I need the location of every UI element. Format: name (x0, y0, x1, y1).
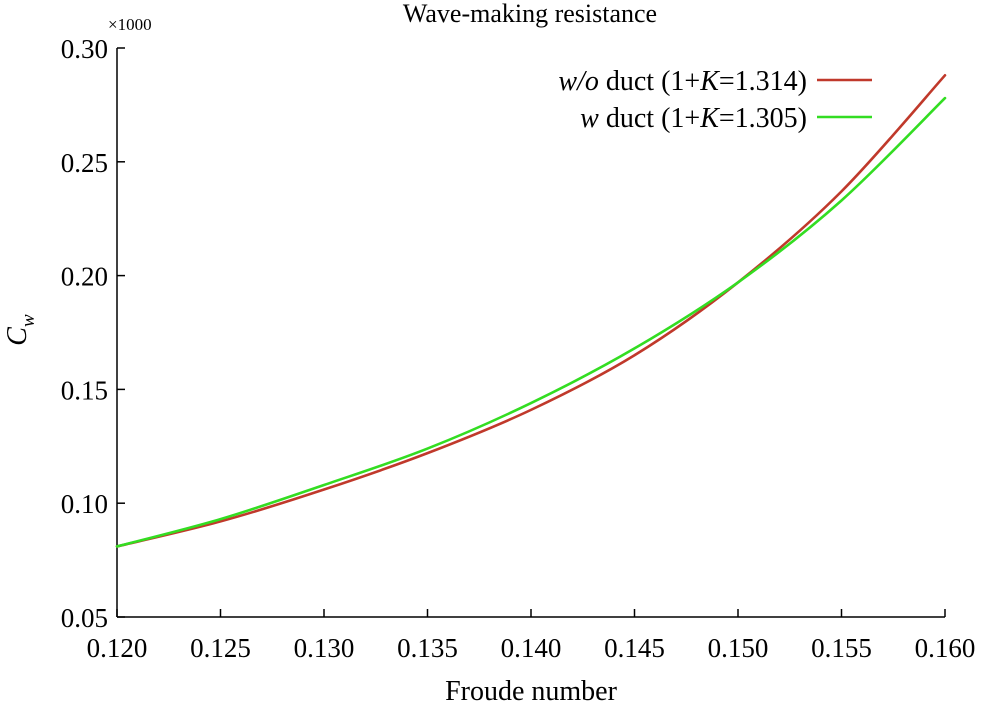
y-ticks: 0.05 0.10 0.15 0.20 0.25 0.30 (61, 34, 125, 633)
x-tick-label: 0.150 (708, 633, 769, 663)
x-tick-label: 0.125 (190, 633, 251, 663)
x-tick-label: 0.130 (294, 633, 355, 663)
legend-label-series-1: w/o duct (1+K=1.314) (558, 66, 807, 97)
y-tick-label: 0.25 (61, 148, 108, 178)
y-tick-label: 0.30 (61, 34, 108, 64)
series-line-1 (115, 74, 947, 548)
x-tick-label: 0.145 (604, 633, 665, 663)
x-tick-label: 0.140 (501, 633, 562, 663)
series-line-2 (115, 96, 947, 548)
legend-label-series-2: w duct (1+K=1.305) (580, 103, 807, 134)
legend: w/o duct (1+K=1.314) w duct (1+K=1.305) (558, 66, 872, 134)
x-tick-label: 0.135 (397, 633, 458, 663)
legend-item: w/o duct (1+K=1.314) (558, 66, 872, 97)
y-axis-title: Cw (2, 314, 39, 346)
x-ticks: 0.120 0.125 0.130 0.135 0.140 0.145 0.150 0.155… (87, 609, 976, 663)
y-axis-title-subscript: w (18, 314, 39, 327)
y-axis-title-main: C (2, 327, 33, 346)
y-tick-label: 0.20 (61, 262, 108, 292)
axes (116, 48, 945, 618)
y-tick-label: 0.05 (61, 603, 108, 633)
y-multiplier-label: ×1000 (108, 15, 152, 34)
x-axis-title: Froude number (445, 676, 618, 704)
y-tick-label: 0.15 (61, 375, 108, 405)
legend-item: w duct (1+K=1.305) (580, 103, 872, 134)
y-tick-label: 0.10 (61, 489, 108, 519)
x-tick-label: 0.120 (87, 633, 148, 663)
chart-title: Wave-making resistance (403, 0, 657, 28)
series-group (115, 74, 947, 548)
x-tick-label: 0.155 (811, 633, 872, 663)
x-tick-label: 0.160 (915, 633, 976, 663)
svg-text:Cw: Cw (2, 314, 39, 346)
